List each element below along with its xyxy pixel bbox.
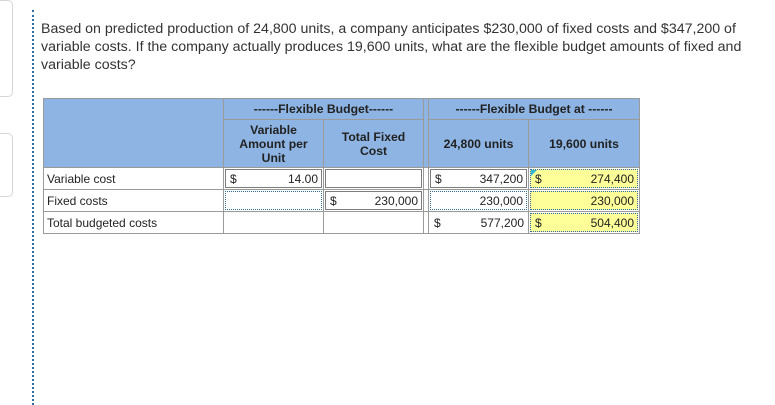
row-label: Fixed costs (43, 189, 224, 212)
table-row: Fixed costs $230,000 230,000 230,000 (43, 189, 640, 212)
total-24800-value: $577,200 (434, 215, 524, 230)
fixed-cost-total-input[interactable]: $230,000 (325, 191, 422, 210)
question-text: Based on predicted production of 24,800 … (41, 21, 742, 73)
variable-cost-per-unit-input[interactable]: $14.00 (225, 169, 322, 188)
fixed-cost-per-unit-input[interactable] (225, 191, 322, 210)
empty-cell (323, 211, 424, 234)
header-flexible-budget: ------Flexible Budget------ (223, 98, 424, 120)
fixed-cost-24800-input[interactable]: 230,000 (430, 191, 527, 210)
side-tab-bottom[interactable] (0, 133, 13, 197)
table-row: Total budgeted costs $577,200 $504,400 (43, 211, 640, 234)
side-tab-top[interactable] (0, 0, 13, 97)
header-24800-units: 24,800 units (428, 119, 529, 168)
variable-cost-19600-input[interactable]: $274,400 (530, 169, 638, 188)
dotted-separator (32, 10, 34, 405)
header-variable-amount-per-unit: Variable Amount per Unit (223, 119, 324, 168)
flexible-budget-table: ------Flexible Budget------ ------Flexib… (43, 98, 640, 234)
header-19600-units: 19,600 units (528, 119, 640, 168)
total-19600-input[interactable]: $504,400 (530, 213, 638, 232)
variable-cost-fixed-input[interactable] (325, 169, 422, 188)
fixed-cost-19600-input[interactable]: 230,000 (530, 191, 638, 210)
header-total-fixed-cost: Total Fixed Cost (323, 119, 424, 168)
table-row: Variable cost $14.00 $347,200 $274,400 (43, 167, 640, 190)
row-label: Variable cost (43, 167, 224, 190)
header-flexible-budget-at: ------Flexible Budget at ------ (428, 98, 640, 120)
feedback-flag-icon (531, 170, 537, 176)
variable-cost-24800-input[interactable]: $347,200 (430, 169, 527, 188)
header-blank (43, 98, 224, 168)
row-label: Total budgeted costs (43, 211, 224, 234)
empty-cell (223, 211, 324, 234)
